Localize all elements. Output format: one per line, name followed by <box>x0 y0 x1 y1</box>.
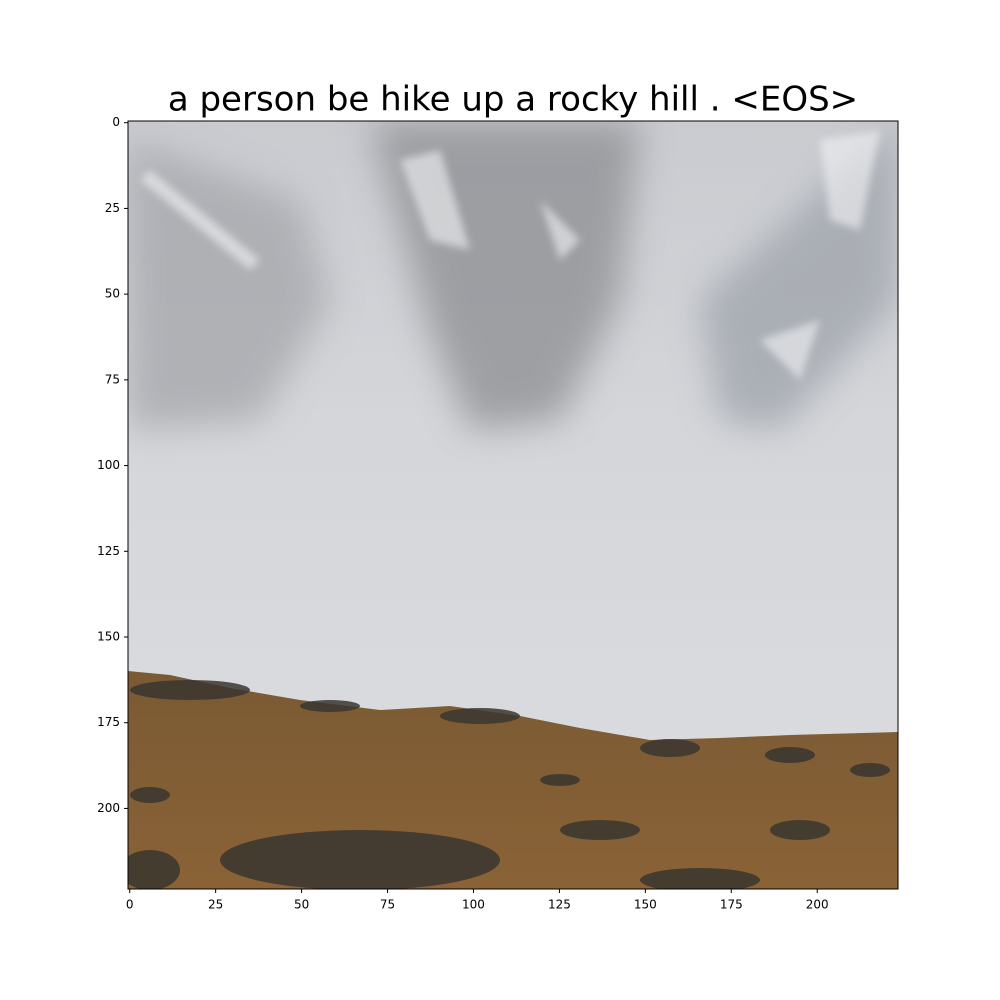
x-tick-label: 200 <box>806 898 829 912</box>
x-tick-label: 0 <box>126 898 134 912</box>
x-tick-label: 150 <box>634 898 657 912</box>
chart-title: a person be hike up a rocky hill . <EOS> <box>168 80 858 120</box>
y-tick-label: 75 <box>105 372 120 386</box>
x-tick-label: 25 <box>208 898 223 912</box>
y-tick-label: 150 <box>97 630 120 644</box>
x-tick-label: 125 <box>548 898 571 912</box>
x-tick-label: 175 <box>720 898 743 912</box>
y-tick-label: 25 <box>105 201 120 215</box>
axes-frame <box>127 120 899 890</box>
y-tick-label: 125 <box>97 544 120 558</box>
y-tick-label: 175 <box>97 715 120 729</box>
y-tick-label: 50 <box>105 287 120 301</box>
y-tick-label: 200 <box>97 801 120 815</box>
x-tick-label: 50 <box>294 898 309 912</box>
y-tick-label: 0 <box>112 115 120 129</box>
x-tick-label: 100 <box>462 898 485 912</box>
y-tick-label: 100 <box>97 458 120 472</box>
x-tick-label: 75 <box>380 898 395 912</box>
image <box>128 121 898 889</box>
